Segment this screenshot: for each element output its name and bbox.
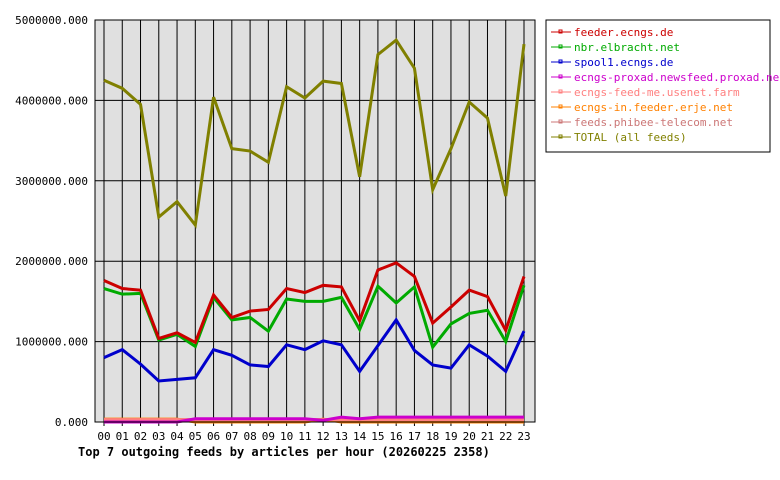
legend-label: ecngs-in.feeder.erje.net [574, 101, 733, 114]
x-tick-label: 12 [317, 430, 330, 443]
series-line [103, 37, 526, 229]
y-tick-label: 5000000.000 [15, 14, 88, 27]
x-tick-label: 04 [170, 430, 184, 443]
x-tick-label: 20 [463, 430, 476, 443]
x-tick-label: 16 [390, 430, 403, 443]
legend-label: ecngs-feed-me.usenet.farm [574, 86, 740, 99]
y-tick-label: 3000000.000 [15, 175, 88, 188]
x-tick-label: 09 [262, 430, 275, 443]
x-tick-label: 23 [517, 430, 530, 443]
series-line [103, 283, 526, 351]
x-tick-label: 01 [116, 430, 129, 443]
x-tick-label: 08 [243, 430, 256, 443]
legend-marker [558, 29, 563, 34]
x-tick-label: 18 [426, 430, 439, 443]
y-tick-label: 0.000 [55, 416, 88, 429]
x-tick-label: 05 [189, 430, 202, 443]
x-tick-label: 21 [481, 430, 494, 443]
legend-label: feeder.ecngs.de [574, 26, 673, 39]
x-tick-label: 15 [371, 430, 384, 443]
legend-marker [558, 74, 563, 79]
legend-marker [558, 59, 563, 64]
legend-marker [558, 44, 563, 49]
y-tick-label: 1000000.000 [15, 336, 88, 349]
legend-marker [558, 104, 563, 109]
x-tick-label: 02 [134, 430, 147, 443]
legend-label: feeds.phibee-telecom.net [574, 116, 733, 129]
x-tick-label: 13 [335, 430, 348, 443]
x-tick-label: 00 [97, 430, 110, 443]
x-tick-label: 17 [408, 430, 421, 443]
legend-marker [558, 89, 563, 94]
x-tick-label: 22 [499, 430, 512, 443]
legend [545, 19, 771, 153]
legend-label: TOTAL (all feeds) [574, 131, 687, 144]
legend-marker [558, 134, 563, 139]
x-tick-label: 14 [353, 430, 367, 443]
y-tick-label: 4000000.000 [15, 94, 88, 107]
chart-title: Top 7 outgoing feeds by articles per hou… [78, 445, 490, 459]
x-tick-label: 19 [444, 430, 457, 443]
x-tick-label: 10 [280, 430, 293, 443]
legend-marker [558, 119, 563, 124]
x-tick-label: 07 [225, 430, 238, 443]
plot-frame [94, 19, 536, 423]
x-tick-label: 06 [207, 430, 220, 443]
legend-label: ecngs-proxad.newsfeed.proxad.net [574, 71, 780, 84]
x-tick-label: 03 [152, 430, 165, 443]
series-line [103, 261, 526, 345]
legend-label: nbr.elbracht.net [574, 41, 680, 54]
y-tick-label: 2000000.000 [15, 255, 88, 268]
legend-label: spool1.ecngs.de [574, 56, 673, 69]
x-tick-label: 11 [298, 430, 311, 443]
series-line [103, 317, 526, 383]
